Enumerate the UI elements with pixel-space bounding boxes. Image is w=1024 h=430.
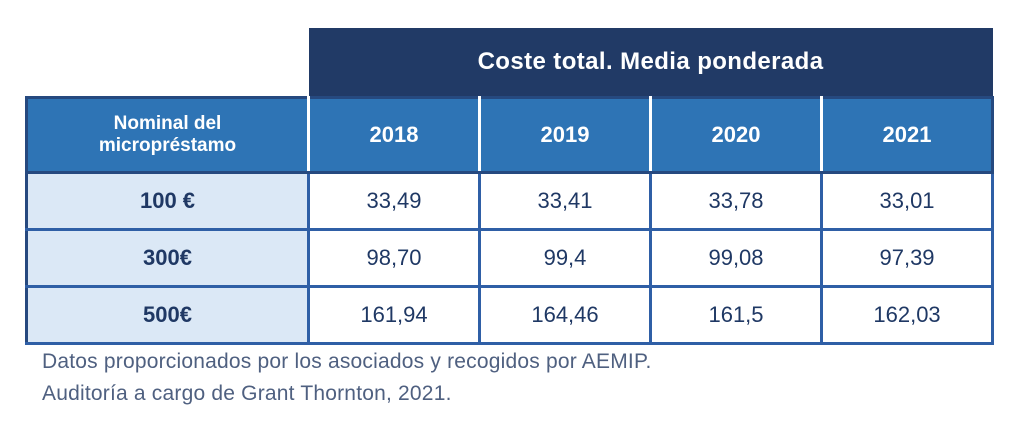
value-300-2019: 99,4 <box>479 229 652 288</box>
column-header-2020: 2020 <box>650 96 823 174</box>
row-label-100: 100 € <box>25 172 310 231</box>
value-500-2020: 161,5 <box>650 286 823 345</box>
cost-table: Coste total. Media ponderada Nominal del… <box>25 28 995 345</box>
table-row-500: 500€ 161,94 164,46 161,5 162,03 <box>25 286 995 345</box>
table-row-100: 100 € 33,49 33,41 33,78 33,01 <box>25 172 995 231</box>
value-100-2021: 33,01 <box>821 172 995 231</box>
value-100-2020: 33,78 <box>650 172 823 231</box>
column-header-row: Nominal del micropréstamo 2018 2019 2020… <box>25 96 995 174</box>
row-label-300: 300€ <box>25 229 310 288</box>
value-100-2019: 33,41 <box>479 172 652 231</box>
value-500-2019: 164,46 <box>479 286 652 345</box>
column-header-2021: 2021 <box>821 96 995 174</box>
value-100-2018: 33,49 <box>308 172 481 231</box>
column-header-2018: 2018 <box>308 96 481 174</box>
row-header-label: Nominal del micropréstamo <box>98 112 237 156</box>
column-header-2019: 2019 <box>479 96 652 174</box>
table-row-300: 300€ 98,70 99,4 99,08 97,39 <box>25 229 995 288</box>
row-label-500: 500€ <box>25 286 310 345</box>
title-spacer <box>27 28 309 98</box>
value-300-2021: 97,39 <box>821 229 995 288</box>
value-500-2018: 161,94 <box>308 286 481 345</box>
source-note-line1: Datos proporcionados por los asociados y… <box>42 350 652 373</box>
source-note-line2: Auditoría a cargo de Grant Thornton, 202… <box>42 382 452 405</box>
value-300-2020: 99,08 <box>650 229 823 288</box>
row-header-cell: Nominal del micropréstamo <box>25 96 310 174</box>
table-title: Coste total. Media ponderada <box>308 28 993 98</box>
title-row: Coste total. Media ponderada <box>27 28 993 98</box>
source-note: Datos proporcionados por los asociados y… <box>42 346 651 410</box>
value-300-2018: 98,70 <box>308 229 481 288</box>
value-500-2021: 162,03 <box>821 286 995 345</box>
